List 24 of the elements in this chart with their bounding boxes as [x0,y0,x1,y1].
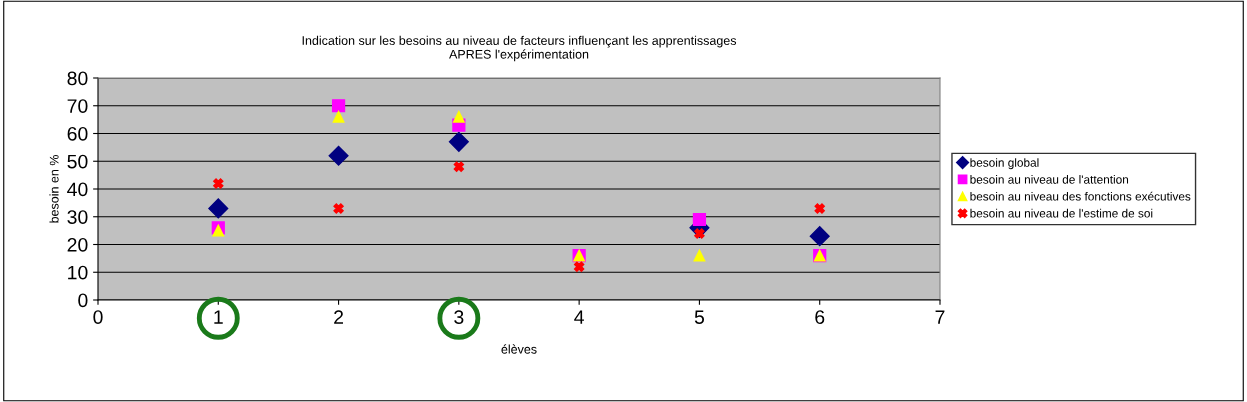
y-tick-label: 70 [67,99,88,113]
y-tick-label: 20 [67,237,88,252]
y-tick-label: 0 [78,293,88,308]
y-tick-label: 10 [68,265,88,280]
x-tick-label: 7 [935,310,945,324]
chart-title: Indication sur les besoins au niveau de facteurs influençant les apprentissages APRES l'expérimentation [302,35,737,62]
x-tick-label: 5 [694,310,705,324]
x-tick-label: 3 [454,310,464,324]
x-tick-label: 1 [214,310,223,324]
x-tick-label: 2 [334,310,343,324]
y-tick-label: 60 [67,126,88,141]
legend-label: besoin au niveau de l'estime de soi [970,208,1153,218]
x-tick-label: 4 [574,310,584,324]
y-axis-title: besoin en % [49,155,59,223]
legend-label: besoin au niveau des fonctions exécutives [970,191,1191,201]
x-tick-label: 6 [815,310,825,324]
x-tick-label: 0 [93,310,103,324]
y-tick-label: 40 [67,182,88,197]
y-tick-label: 80 [67,71,88,86]
x-axis-title: élèves [501,344,537,354]
legend-label: besoin au niveau de l'attention [970,175,1129,184]
y-tick-label: 30 [67,210,88,224]
y-tick-label: 50 [67,154,88,169]
legend-label: besoin global [970,158,1039,170]
